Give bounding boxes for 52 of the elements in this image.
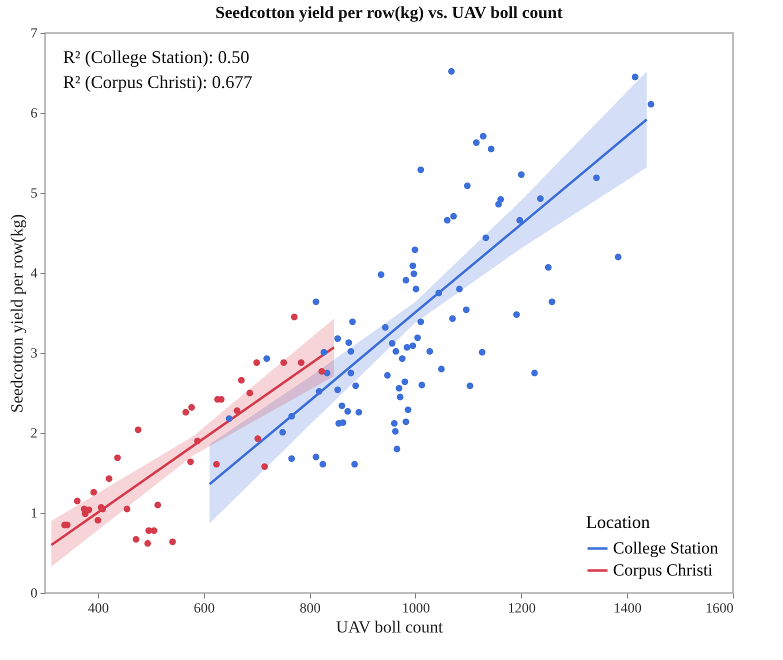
y-tick-label: 7 [30,26,38,42]
y-axis-title: Seedcotton yield per row(kg) [8,214,26,413]
y-tick-label: 5 [30,186,38,202]
point [253,359,260,366]
chart-title: Seedcotton yield per row(kg) vs. UAV boll count [215,3,563,22]
point [132,536,140,543]
point [188,404,195,411]
point [182,408,190,416]
x-tick-label: 800 [300,602,321,616]
x-tick-label: 600 [194,602,215,616]
y-tick-label: 2 [30,426,38,442]
point [144,540,152,547]
legend-label: College Station [613,538,719,558]
point [246,390,254,396]
point [114,454,121,462]
x-tick-label: 1000 [402,602,430,616]
point [254,435,262,442]
point [234,407,240,414]
point [150,527,158,534]
point [194,438,201,444]
point [187,458,194,466]
point [134,426,142,434]
y-tick-label: 1 [30,506,38,522]
y-tick-label: 3 [30,346,38,362]
y-tick-label: 6 [30,106,38,122]
point [90,488,98,496]
x-tick-label: 400 [88,602,109,616]
point [106,475,112,482]
point [74,498,81,504]
point [86,506,92,514]
point [280,359,288,366]
point [238,376,245,384]
x-axis-title: UAV boll count [336,618,444,636]
point [290,314,298,320]
legend-title: Location [586,512,650,532]
legend-label: Corpus Christi [613,560,713,580]
point [318,368,326,375]
point [169,538,176,546]
point [154,502,162,508]
y-tick-label: 0 [30,586,38,602]
point [94,516,102,524]
line-series [208,118,648,486]
point [213,460,220,468]
point [261,463,268,470]
x-tick-label: 1600 [706,602,734,616]
y-tick-label: 4 [30,266,38,282]
x-tick-label: 1200 [508,602,536,616]
point [124,506,130,512]
x-tick-label: 1400 [614,602,642,616]
annotation: R² (College Station): 0.50 [63,47,250,67]
annotation: R² (Corpus Christi): 0.677 [63,72,252,92]
point [298,359,304,366]
